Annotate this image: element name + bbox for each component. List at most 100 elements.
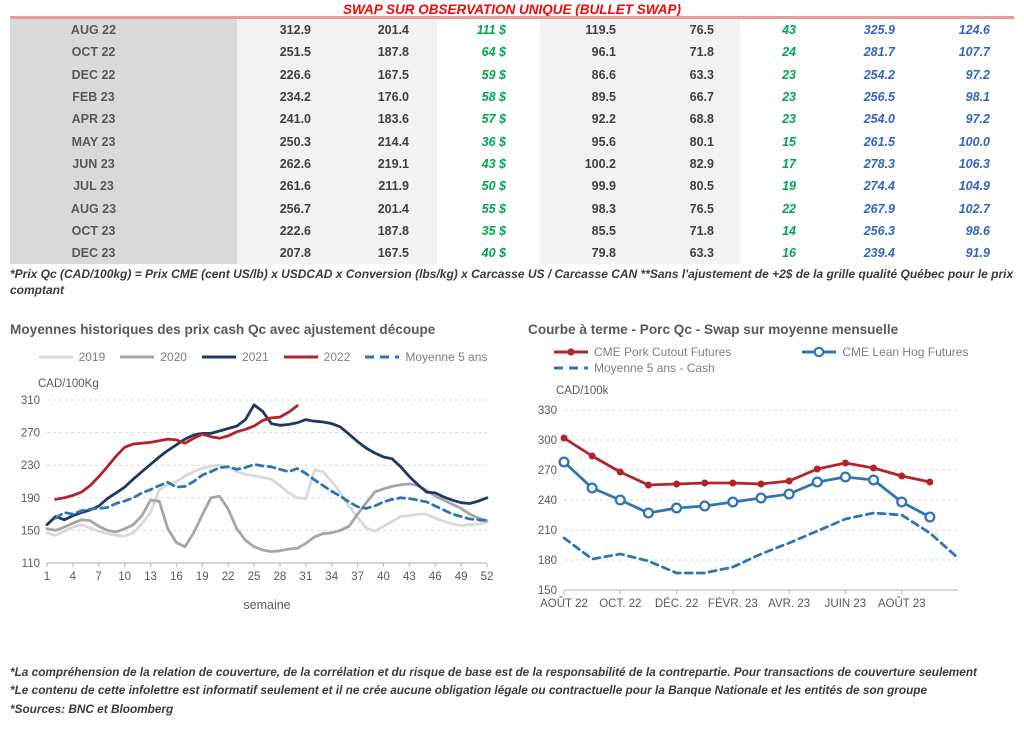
data-point <box>586 482 598 494</box>
right-chart-y-axis-label: CAD/100k <box>556 385 609 397</box>
value-cell: 76.5 <box>640 197 740 220</box>
legend-item-2022: 2022 <box>283 350 350 364</box>
value-cell: 64 $ <box>481 45 506 60</box>
data-point <box>644 481 652 489</box>
y-tick-label: 180 <box>538 555 557 567</box>
data-point <box>588 452 596 460</box>
y-tick-label: 230 <box>21 460 40 472</box>
value-cell: 226.6 <box>237 63 337 86</box>
month-cell: AUG 23 <box>10 197 237 220</box>
value-cell: 23 <box>782 90 796 105</box>
legend-swatch-icon <box>38 355 73 359</box>
value-cell: 124.6 <box>958 23 990 38</box>
x-tick-label: 40 <box>377 571 390 583</box>
x-tick-label: OCT. 22 <box>599 598 641 610</box>
legend-swatch-icon <box>365 355 400 359</box>
left-chart-svg: 110 150 190 230 270 310 1 4 7 10 13 16 19 22 25 28 31 34 3… <box>21 395 494 612</box>
disclaimer-line: *Le contenu de cette infolettre est info… <box>10 683 928 698</box>
value-cell: 106.3 <box>958 156 990 171</box>
value-cell: 66.7 <box>640 85 740 109</box>
y-tick-label: 300 <box>538 435 557 447</box>
legend-swatch-icon <box>554 366 588 370</box>
data-point <box>673 480 681 488</box>
month-cell: DEC 23 <box>10 241 237 265</box>
legend-swatch-icon <box>554 348 588 356</box>
value-cell: 211.9 <box>337 175 437 198</box>
table-row: OCT 23 222.6 187.8 35 $ 85.5 71.8 14 256.3 98.6 <box>10 219 1014 242</box>
left-chart-legend: 2019 2020 2021 2022 Moyenne 5 ans <box>10 350 515 364</box>
legend-item-moyenne-5-ans-cash: Moyenne 5 ans - Cash <box>553 361 715 375</box>
legend-item-2021: 2021 <box>201 350 269 364</box>
value-cell: 14 <box>782 223 796 238</box>
table-row: APR 23 241.0 183.6 57 $ 92.2 68.8 23 254.0 97.2 <box>10 108 1014 131</box>
value-cell: 187.8 <box>337 41 437 64</box>
value-cell: 111 $ <box>476 23 506 38</box>
value-cell: 17 <box>782 156 796 171</box>
value-cell: 119.5 <box>540 19 640 42</box>
table-row: AUG 22 312.9 201.4 111 $ 119.5 76.5 43 325.9 124… <box>10 19 1014 42</box>
data-point <box>757 480 765 488</box>
value-cell: 187.8 <box>337 219 437 242</box>
value-cell: 63.3 <box>640 241 740 265</box>
value-cell: 95.6 <box>540 130 640 153</box>
value-cell: 89.5 <box>540 85 640 109</box>
left-chart-y-axis-label: CAD/100Kg <box>38 378 99 390</box>
value-cell: 35 $ <box>481 223 506 238</box>
value-cell: 50 $ <box>481 179 506 194</box>
data-point <box>616 468 624 476</box>
value-cell: 63.3 <box>640 63 740 86</box>
swap-table: AUG 22 312.9 201.4 111 $119.5 76.5 43 325.9 124… <box>10 19 1014 265</box>
legend-item-cme-lean-hog-futures: CME Lean Hog Futures <box>801 345 968 359</box>
data-point <box>785 477 793 485</box>
value-cell: 222.6 <box>237 219 337 242</box>
value-cell: 91.9 <box>965 246 990 261</box>
chart-line-2021 <box>45 403 489 527</box>
table-row: OCT 22 251.5 187.8 64 $ 96.1 71.8 24 281.7 107.7 <box>10 41 1014 64</box>
data-point <box>924 511 936 523</box>
value-cell: 85.5 <box>540 219 640 242</box>
legend-swatch-icon <box>120 355 155 359</box>
value-cell: 96.1 <box>540 41 640 64</box>
value-cell: 100.2 <box>540 152 640 176</box>
x-tick-label: AOÛT 23 <box>878 597 926 610</box>
right-chart-title: Courbe à terme - Porc Qc - Swap sur moye… <box>528 322 899 337</box>
x-tick-label: 13 <box>144 571 157 583</box>
value-cell: 183.6 <box>337 108 437 131</box>
value-cell: 261.5 <box>863 134 895 149</box>
legend-item-moyenne-5-ans: Moyenne 5 ans <box>364 350 487 364</box>
value-cell: 98.6 <box>965 223 990 238</box>
y-tick-label: 110 <box>22 558 40 570</box>
value-cell: 167.5 <box>337 241 437 265</box>
month-cell: FEB 23 <box>10 85 237 109</box>
y-tick-label: 240 <box>538 495 557 507</box>
sources-line: *Sources: BNC et Bloomberg <box>10 701 174 716</box>
chart-line-cme-pork-cutout-futures <box>562 436 932 487</box>
value-cell: 59 $ <box>481 67 506 82</box>
data-point <box>813 465 821 473</box>
value-cell: 15 <box>782 134 796 149</box>
value-cell: 256.5 <box>863 90 895 105</box>
data-point <box>671 502 683 514</box>
x-axis-label: semaine <box>243 598 290 612</box>
value-cell: 57 $ <box>481 112 506 127</box>
value-cell: 36 $ <box>481 134 506 149</box>
right-chart-legend-row1: CME Pork Cutout Futures CME Lean Hog Futu… <box>528 345 1018 359</box>
data-point <box>727 496 739 508</box>
value-cell: 76.5 <box>640 19 740 42</box>
data-point <box>642 507 654 519</box>
legend-label: CME Pork Cutout Futures <box>594 345 732 359</box>
month-cell: APR 23 <box>10 108 237 131</box>
legend-label: 2021 <box>241 350 269 364</box>
disclaimer-line: *La compréhension de la relation de couv… <box>10 665 977 679</box>
value-cell: 58 $ <box>481 90 506 105</box>
data-point <box>614 494 626 506</box>
legend-swatch-icon <box>283 355 318 359</box>
right-chart-legend-row2: Moyenne 5 ans - Cash <box>528 361 1018 375</box>
month-cell: DEC 22 <box>10 63 237 86</box>
value-cell: 68.8 <box>640 108 740 131</box>
legend-label: Moyenne 5 ans - Cash <box>594 361 715 375</box>
data-point <box>699 500 711 512</box>
x-tick-label: JUIN 23 <box>825 598 867 610</box>
value-cell: 80.1 <box>640 130 740 153</box>
y-tick-label: 310 <box>21 395 40 407</box>
